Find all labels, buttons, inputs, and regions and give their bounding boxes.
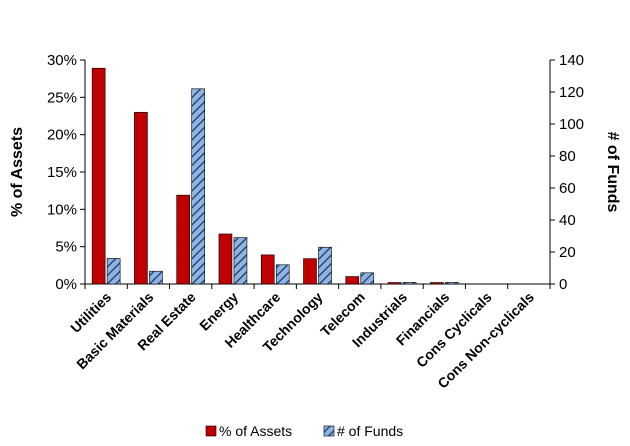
bar-assets — [345, 276, 360, 285]
y-tick-label-right: 20 — [559, 244, 576, 261]
y-tick-label-left: 0% — [55, 276, 77, 293]
bar-funds — [191, 88, 205, 285]
x-tick-label: Basic Materials — [73, 289, 157, 373]
y-tick-label-right: 100 — [559, 116, 584, 133]
bar-assets — [387, 282, 402, 285]
y-tick-label-left: 30% — [47, 52, 77, 69]
axes — [80, 59, 555, 289]
bar-funds — [318, 246, 332, 285]
bar-assets — [134, 111, 148, 285]
y-tick-label-left: 20% — [47, 127, 77, 144]
y-tick-label-right: 120 — [559, 84, 584, 101]
x-tick-label: Cons Cyclicals — [413, 289, 495, 371]
bar-assets — [91, 67, 106, 285]
bar-funds — [275, 264, 290, 285]
tick-labels: 0%5%10%15%20%25%30%020406080100120140Uti… — [47, 52, 584, 391]
bar-funds — [149, 270, 163, 285]
y-tick-label-left: 15% — [47, 164, 77, 181]
y-tick-label-left: 10% — [47, 201, 77, 218]
bar-funds — [233, 237, 248, 285]
legend-label-funds: # of Funds — [337, 423, 403, 439]
y-tick-label-right: 0 — [559, 276, 567, 293]
bar-assets — [176, 194, 190, 285]
legend: % of Assets # of Funds — [205, 423, 403, 439]
legend-label-assets: % of Assets — [219, 423, 292, 439]
bar-funds — [445, 282, 459, 285]
y-tick-label-left: 25% — [47, 89, 77, 106]
legend-swatch-assets — [205, 425, 217, 437]
bar-funds — [360, 272, 375, 285]
bar-assets — [430, 282, 444, 285]
legend-swatch-funds — [323, 425, 335, 437]
bar-funds — [106, 258, 121, 285]
y-tick-label-right: 60 — [559, 180, 576, 197]
y-tick-label-right: 140 — [559, 52, 584, 69]
bar-assets — [218, 233, 233, 285]
y-tick-label-right: 80 — [559, 148, 576, 165]
y-tick-label-left: 5% — [55, 239, 77, 256]
y-axis-title-left: % of Assets — [9, 127, 26, 217]
y-axis-title-right: # of Funds — [604, 132, 621, 213]
bar-assets — [303, 258, 317, 285]
bar-assets — [260, 254, 275, 285]
bars — [91, 67, 459, 285]
y-tick-label-right: 40 — [559, 212, 576, 229]
bar-funds — [402, 282, 417, 285]
